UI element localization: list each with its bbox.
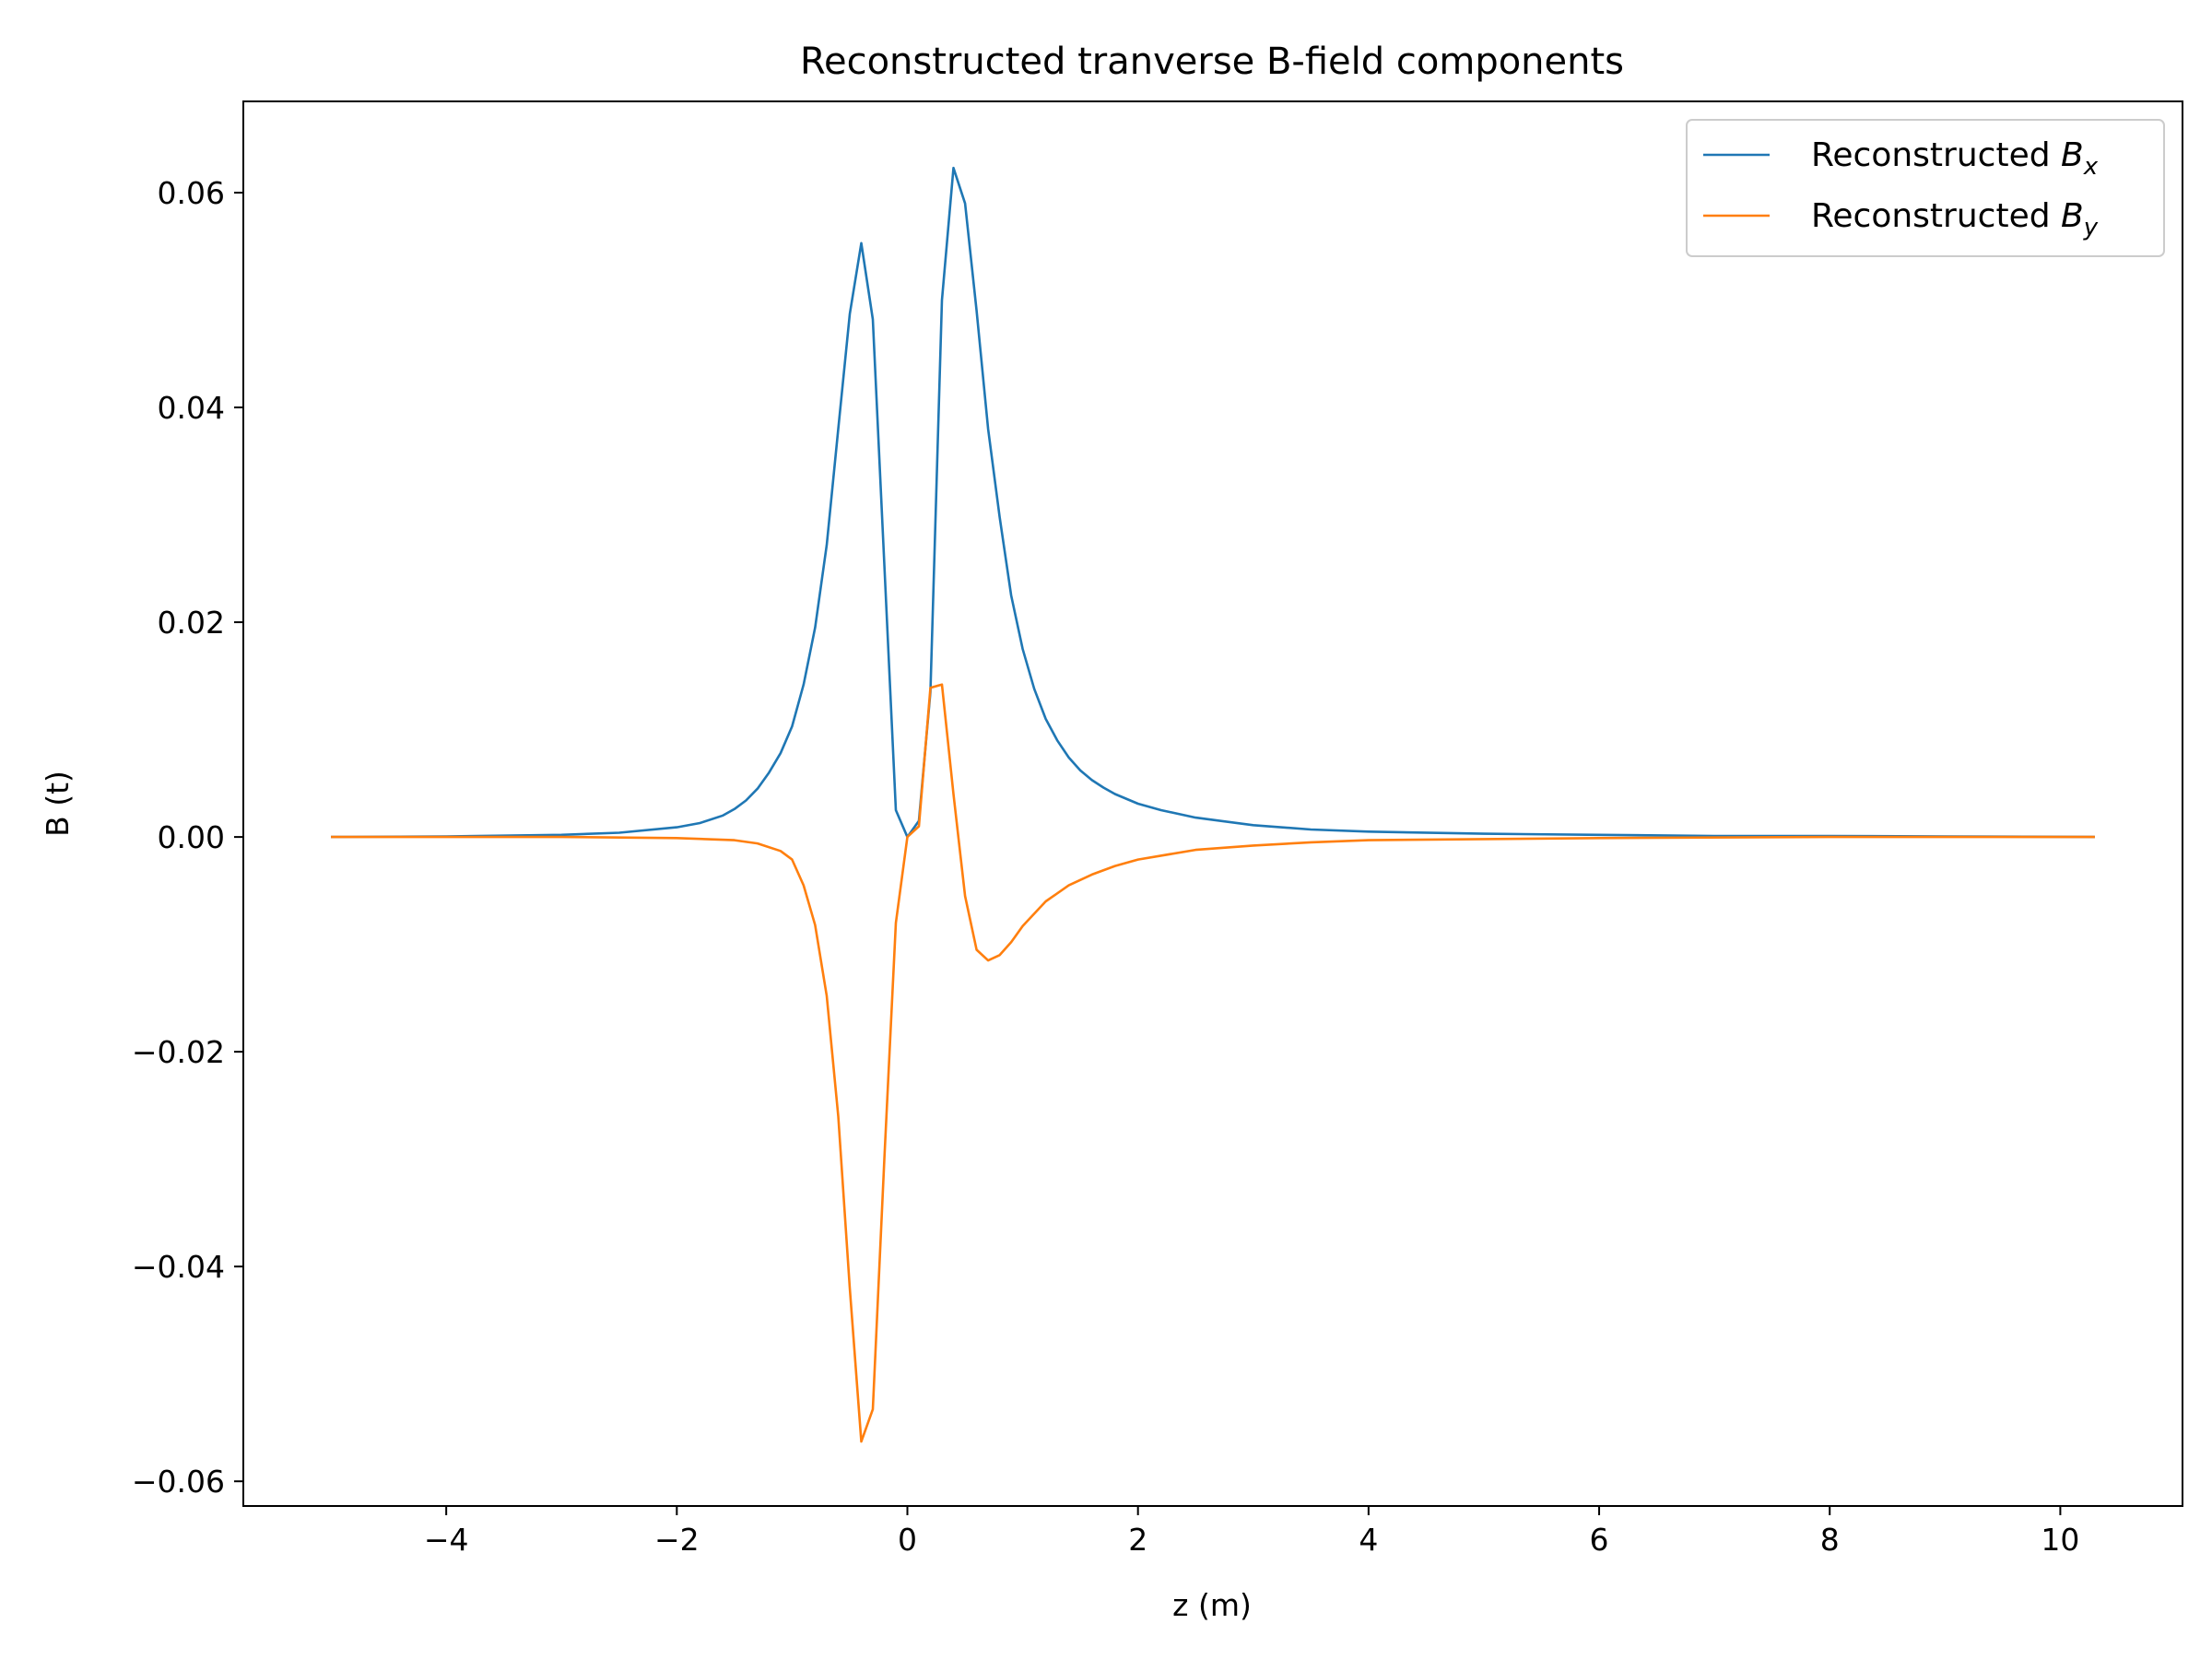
legend-label-by: Reconstructed By (1811, 197, 2099, 241)
legend-box (1686, 119, 2165, 257)
y-tick-label: −0.02 (132, 1034, 225, 1070)
y-axis-label: B (t) (40, 771, 76, 837)
y-tick-label: 0.02 (158, 605, 225, 641)
x-tick-label: 10 (2041, 1522, 2079, 1558)
x-tick-label: 8 (1820, 1522, 1840, 1558)
chart-title: Reconstructed tranverse B-field componen… (800, 41, 1624, 83)
plot-lines (331, 166, 2095, 1443)
y-tick-label: 0.04 (158, 390, 225, 426)
series-line-by (331, 683, 2095, 1443)
x-tick-label: −4 (424, 1522, 469, 1558)
y-axis: −0.06 −0.04 −0.02 0.00 0.02 0.04 0.06 (132, 175, 243, 1500)
x-tick-label: 6 (1590, 1522, 1609, 1558)
x-tick-label: 4 (1359, 1522, 1378, 1558)
x-tick-label: 2 (1128, 1522, 1147, 1558)
x-tick-label: 0 (898, 1522, 917, 1558)
y-tick-label: −0.04 (132, 1249, 225, 1285)
x-axis: −4 −2 0 2 4 6 8 10 (424, 1506, 2079, 1558)
y-tick-label: 0.06 (158, 175, 225, 211)
y-tick-label: 0.00 (158, 819, 225, 855)
legend: Reconstructed Bx Reconstructed By (1686, 119, 2165, 257)
x-tick-label: −2 (654, 1522, 700, 1558)
plot-frame (242, 100, 2183, 1507)
x-axis-label: z (m) (1172, 1587, 1252, 1623)
legend-label-bx: Reconstructed Bx (1811, 136, 2099, 181)
y-tick-label: −0.06 (132, 1464, 225, 1500)
series-line-bx (331, 166, 2095, 839)
